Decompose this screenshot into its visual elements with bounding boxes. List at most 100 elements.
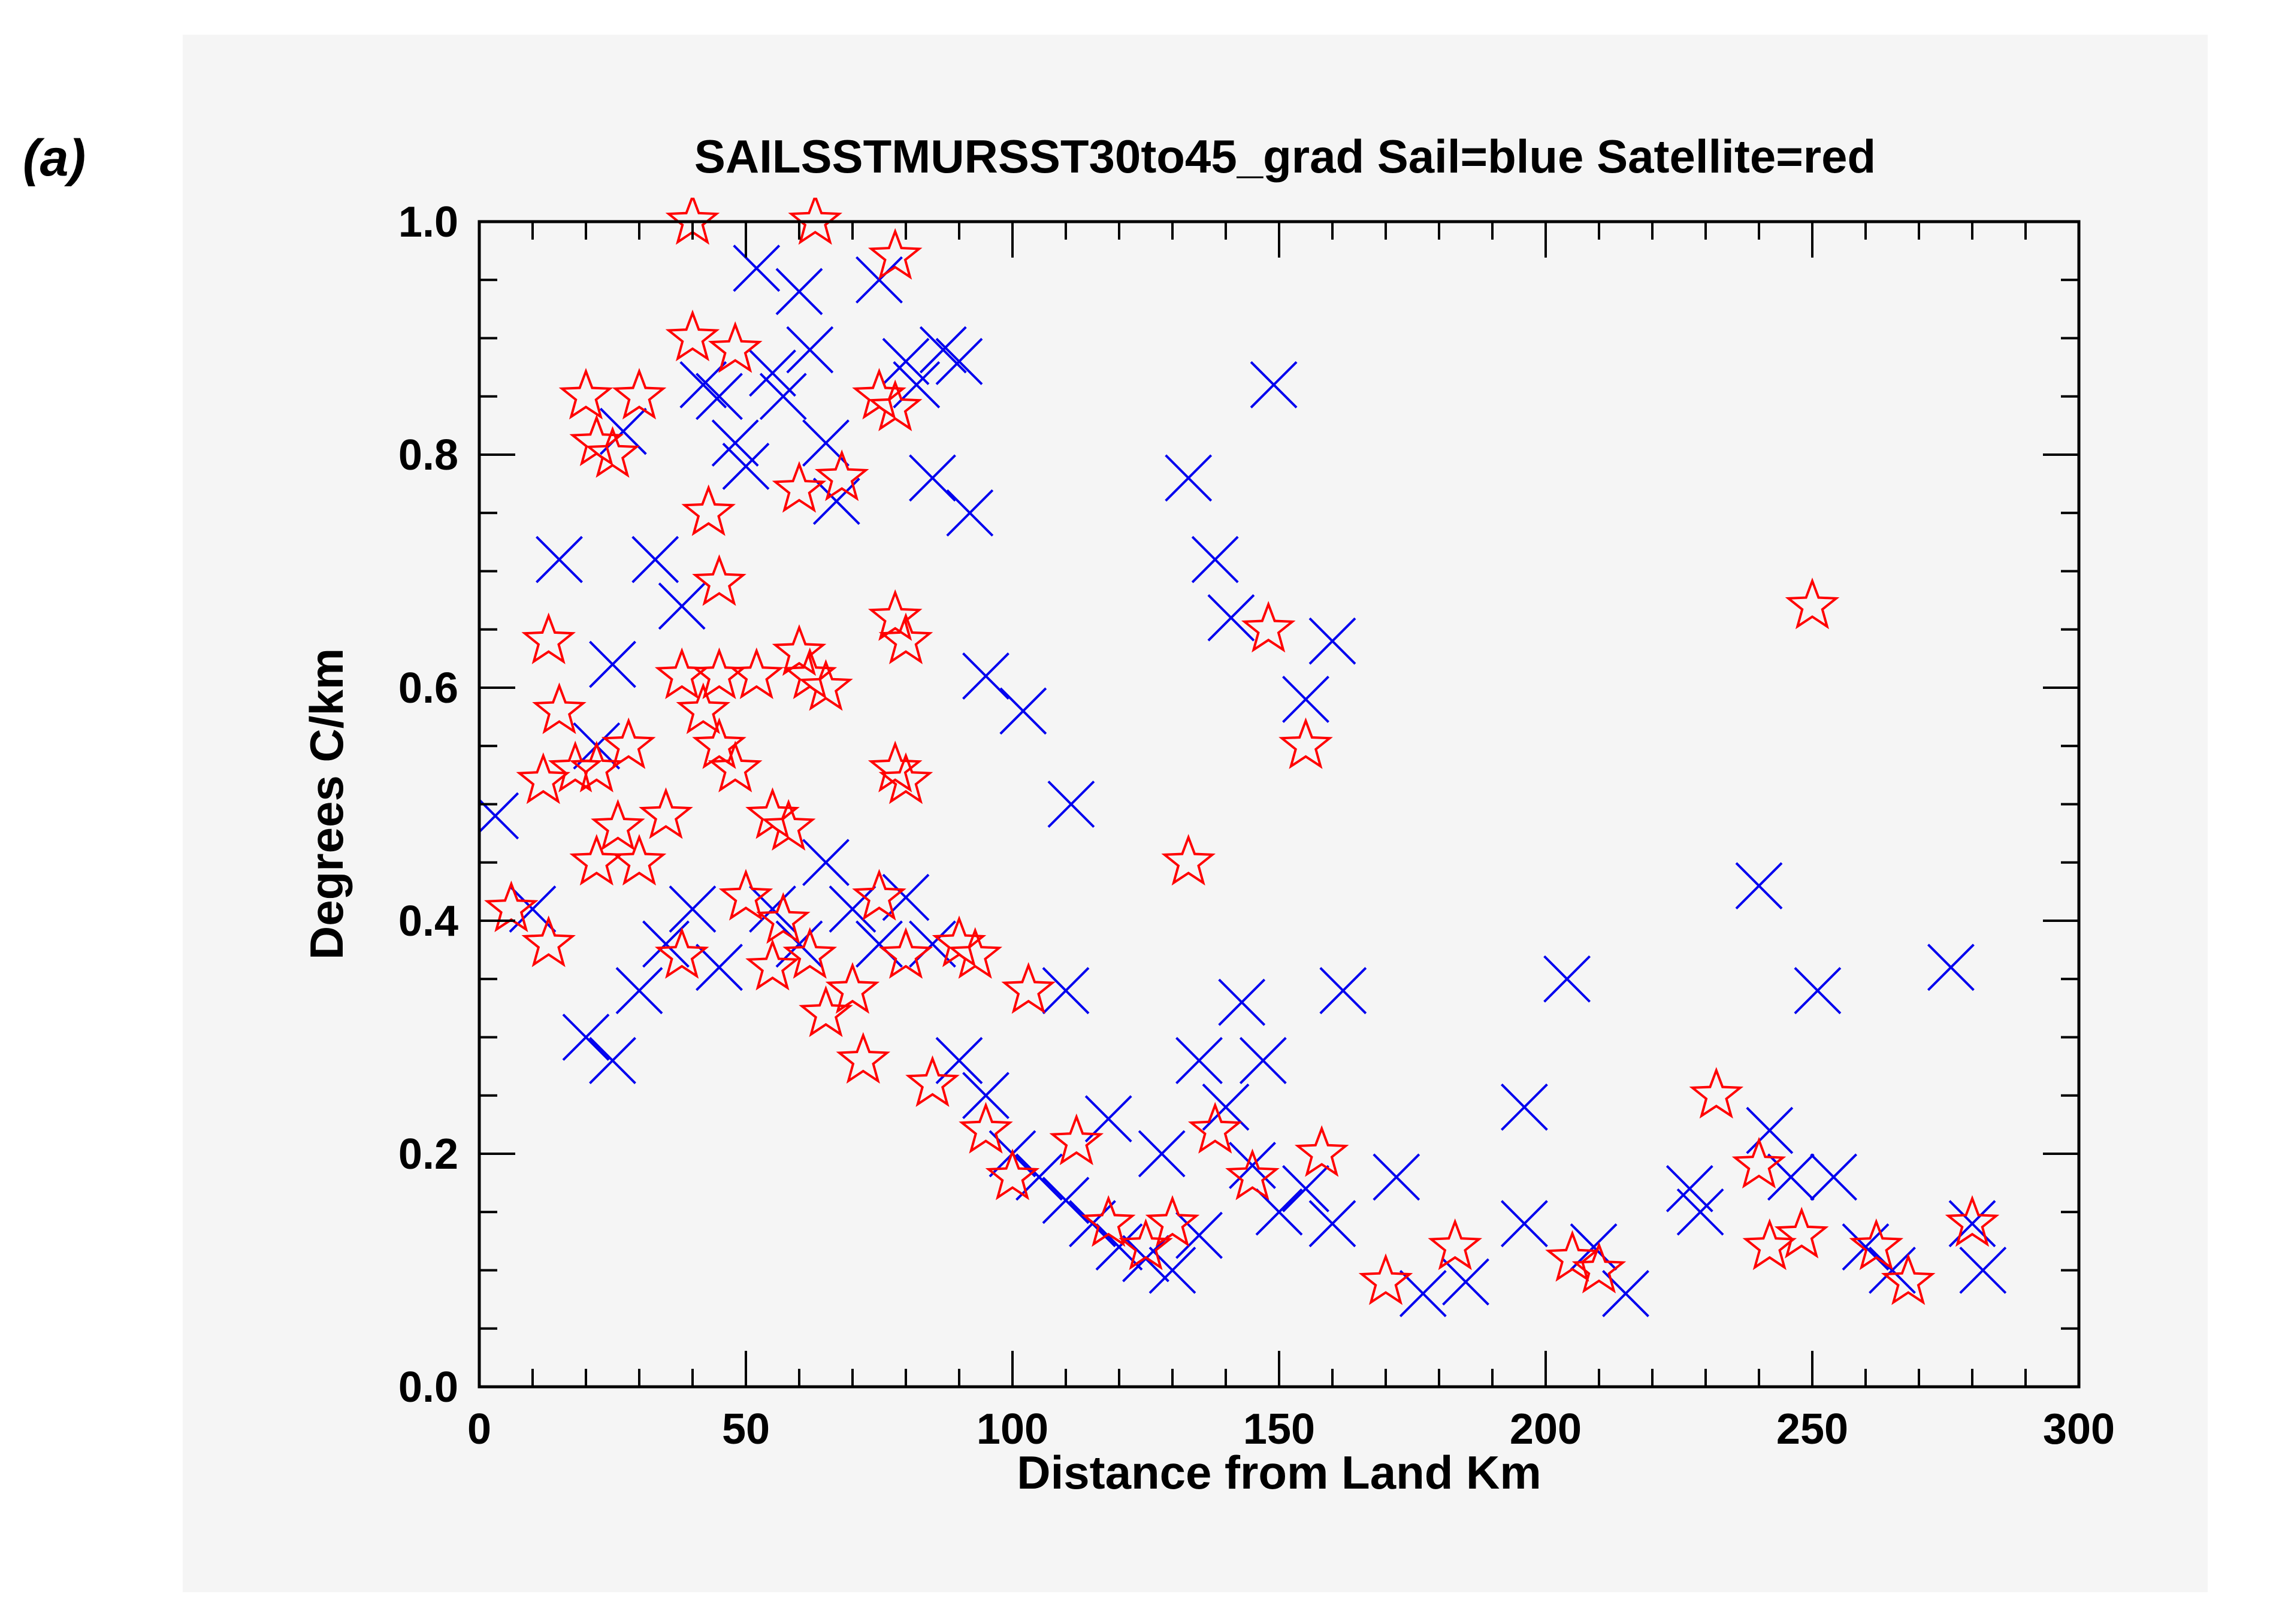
satellite-point bbox=[708, 740, 763, 793]
sail-point bbox=[749, 349, 796, 397]
satellite-point bbox=[1785, 577, 1840, 630]
satellite-point bbox=[692, 554, 746, 606]
sail-point bbox=[733, 244, 781, 292]
sail-point bbox=[962, 1072, 1009, 1120]
y-tick-label: 0.6 bbox=[398, 664, 458, 712]
satellite-point bbox=[761, 799, 816, 851]
sail-point bbox=[1218, 978, 1266, 1026]
sail-point bbox=[1229, 1142, 1276, 1189]
satellite-point bbox=[1278, 717, 1333, 769]
satellite-point bbox=[1358, 1253, 1413, 1305]
satellite-point bbox=[676, 682, 731, 734]
satellite-point bbox=[1945, 1195, 2000, 1247]
sail-point bbox=[1095, 1223, 1143, 1271]
sail-point bbox=[1308, 1200, 1356, 1248]
satellite-point bbox=[1119, 1218, 1173, 1271]
sail-point bbox=[1399, 1269, 1447, 1317]
sail-point bbox=[1959, 1247, 2007, 1294]
y-tick-label: 0.8 bbox=[398, 431, 458, 479]
chart-title: SAILSSTMURSST30to45_grad Sail=blue Satel… bbox=[694, 130, 1876, 183]
satellite-point bbox=[868, 589, 923, 641]
sail-point bbox=[1175, 1036, 1223, 1084]
sail-point bbox=[722, 443, 770, 490]
satellite-point bbox=[745, 939, 800, 991]
satellite-point bbox=[878, 612, 933, 664]
satellite-point bbox=[868, 740, 923, 793]
sail-point bbox=[1500, 1200, 1548, 1248]
satellite-point bbox=[729, 647, 784, 700]
satellite-point bbox=[799, 659, 853, 711]
sail-point bbox=[711, 419, 759, 467]
satellite-point bbox=[718, 869, 773, 921]
y-tick-label: 0.0 bbox=[398, 1363, 458, 1411]
x-axis-label: Distance from Land Km bbox=[1017, 1446, 1541, 1499]
sail-point bbox=[1282, 1165, 1329, 1212]
satellite-point bbox=[665, 309, 720, 362]
sail-point bbox=[1047, 781, 1095, 828]
satellite-point bbox=[1049, 1113, 1104, 1166]
y-tick-label: 1.0 bbox=[398, 198, 458, 246]
y-tick-label: 0.2 bbox=[398, 1130, 458, 1178]
sail-point bbox=[679, 361, 727, 409]
sail-point bbox=[775, 268, 823, 316]
sail-point bbox=[1239, 1036, 1287, 1084]
sail-point bbox=[1207, 594, 1255, 642]
x-tick-label: 250 bbox=[1776, 1405, 1848, 1453]
sail-point bbox=[1794, 967, 1842, 1015]
satellite-point bbox=[772, 624, 827, 676]
sail-point bbox=[1138, 1130, 1186, 1178]
satellite-point bbox=[548, 740, 603, 793]
sail-point bbox=[642, 920, 690, 968]
sail-point bbox=[1165, 454, 1213, 502]
x-tick-label: 100 bbox=[977, 1405, 1048, 1453]
satellite-point bbox=[521, 915, 576, 967]
sail-point bbox=[1869, 1247, 1916, 1294]
satellite-point bbox=[878, 927, 933, 979]
x-tick-label: 0 bbox=[467, 1405, 491, 1453]
sail-point bbox=[1927, 943, 1975, 991]
satellite-point bbox=[558, 368, 613, 420]
sail-point bbox=[1191, 536, 1239, 583]
sail-point bbox=[1175, 1211, 1223, 1259]
sail-point bbox=[658, 582, 706, 630]
sail-point bbox=[1255, 1188, 1303, 1236]
satellite-point bbox=[799, 985, 853, 1038]
satellite-point bbox=[755, 892, 811, 944]
sail-point bbox=[1042, 967, 1090, 1015]
x-tick-label: 200 bbox=[1510, 1405, 1582, 1453]
satellite-point bbox=[639, 787, 693, 839]
satellite-point bbox=[1428, 1218, 1483, 1271]
satellite-point bbox=[1294, 1125, 1349, 1177]
satellite-point bbox=[521, 612, 576, 664]
x-tick-label: 150 bbox=[1243, 1405, 1315, 1453]
y-tick-label: 0.4 bbox=[398, 897, 458, 945]
sail-point bbox=[935, 337, 983, 385]
sail-point bbox=[802, 839, 850, 887]
satellite-point bbox=[1145, 1195, 1200, 1247]
satellite-point bbox=[782, 927, 838, 979]
satellite-point bbox=[601, 717, 656, 769]
satellite-point bbox=[814, 449, 869, 501]
sail-point bbox=[882, 873, 930, 921]
satellite-point bbox=[1571, 1241, 1627, 1294]
satellite-point bbox=[959, 1102, 1013, 1154]
satellite-point bbox=[516, 752, 571, 805]
satellite-point bbox=[836, 1032, 891, 1084]
satellite-point bbox=[1849, 1218, 1904, 1271]
sail-point bbox=[1373, 1153, 1420, 1201]
satellite-point bbox=[1001, 962, 1056, 1014]
sail-point bbox=[749, 885, 796, 933]
satellite-point bbox=[878, 752, 933, 805]
sail-point bbox=[1319, 967, 1367, 1015]
sail-point bbox=[1735, 862, 1783, 910]
satellite-point bbox=[612, 834, 667, 886]
sail-point bbox=[1015, 1153, 1063, 1201]
sail-point bbox=[589, 1036, 636, 1084]
satellite-point bbox=[612, 368, 667, 420]
satellite-point bbox=[591, 799, 645, 851]
sail-point bbox=[1746, 1106, 1794, 1154]
sail-point bbox=[1500, 1083, 1548, 1131]
x-tick-label: 300 bbox=[2043, 1405, 2115, 1453]
sail-point bbox=[1543, 955, 1591, 1003]
satellite-point bbox=[1241, 601, 1296, 653]
